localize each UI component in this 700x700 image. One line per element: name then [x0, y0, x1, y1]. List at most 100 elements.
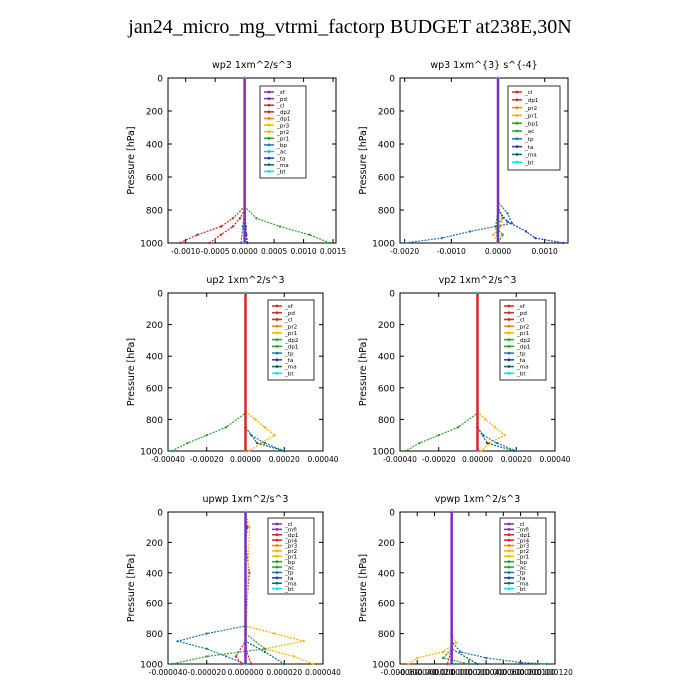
y-tick-label: 1000: [140, 240, 163, 250]
page-title: jan24_micro_mg_vtrmi_factorp BUDGET at23…: [128, 16, 572, 38]
x-tick-label: 0.00020: [501, 455, 532, 464]
y-tick-label: 800: [146, 630, 163, 640]
legend-label: _pd: [276, 97, 287, 103]
legend-label: _ma: [284, 581, 297, 587]
legend-label: _sf: [276, 90, 286, 96]
legend-label: _pr1: [524, 114, 538, 120]
x-tick-label: -0.0020: [390, 247, 419, 256]
legend-marker: [507, 338, 511, 342]
series-point: [416, 656, 419, 660]
y-axis-label: Pressure [hPa]: [358, 126, 369, 194]
series-point: [219, 233, 223, 236]
series-point: [407, 662, 410, 666]
legend-label: _cl: [516, 318, 525, 324]
series-point: [328, 241, 332, 245]
legend-label: _ac: [524, 129, 534, 135]
panel-title: wp2 1xm^2/s^3: [212, 60, 292, 71]
legend-marker: [507, 587, 511, 591]
legend-marker: [507, 365, 511, 368]
series-point: [178, 241, 181, 245]
legend-marker: [507, 318, 511, 321]
panel-title: vpwp 1xm^2/s^3: [435, 494, 521, 505]
legend-label: _ma: [284, 365, 297, 371]
series-point: [246, 526, 249, 529]
legend-marker: [275, 351, 279, 355]
legend-label: _ac: [276, 150, 286, 156]
legend-marker: [507, 324, 511, 328]
panel-title: vp2 1xm^2/s^3: [439, 275, 517, 286]
series-point: [454, 641, 458, 644]
legend-marker: [507, 371, 511, 375]
legend-label: _ta: [516, 576, 525, 582]
legend-marker: [507, 304, 511, 308]
x-tick-label: 0.000060: [485, 668, 521, 677]
legend: _cl_mfl_dp1_pr4_pr3_pr2_pr1_bp_ac_tp_ta_…: [499, 517, 547, 595]
series-point: [205, 647, 208, 650]
series-point: [205, 632, 208, 635]
x-tick-label: 0.00000: [462, 455, 493, 464]
series-point: [248, 526, 251, 529]
series-point: [441, 656, 445, 660]
legend-marker: [267, 136, 271, 140]
legend-marker: [267, 150, 271, 153]
legend-marker: [275, 522, 279, 526]
series-point: [302, 640, 305, 643]
panel-1: wp2 1xm^2/s^3 Pressure [hPa] 0 200 400 600 800…: [126, 60, 346, 256]
panel-6: vpwp 1xm^2/s^3 Pressure [hPa] 0 200 400 600 80…: [358, 494, 573, 677]
legend-label: _pd: [516, 311, 527, 317]
legend-label: _pr1: [516, 331, 530, 337]
legend-label: _ac: [284, 565, 294, 571]
legend-marker: [275, 311, 279, 315]
legend-marker: [507, 533, 511, 537]
y-tick-label: 200: [378, 321, 395, 331]
series-point: [231, 225, 235, 228]
x-tick-label: 0.0005: [261, 247, 287, 256]
legend-marker: [515, 129, 519, 133]
legend-label: _bt: [516, 587, 526, 593]
y-tick-label: 1000: [372, 240, 395, 250]
legend-marker: [267, 123, 271, 127]
x-tick-label: -0.000040: [149, 668, 188, 677]
series-point: [248, 571, 251, 574]
series-point: [231, 217, 235, 220]
y-tick-label: 800: [378, 416, 395, 426]
legend-label: _bt: [524, 160, 534, 166]
series-point: [476, 662, 479, 666]
legend-label: _ac: [516, 565, 526, 571]
panel-title: wp3 1xm^{3} s^{-4}: [430, 60, 537, 71]
legend-label: _pr4: [284, 538, 298, 544]
series-point: [170, 662, 174, 666]
series-line-ma: [244, 293, 285, 452]
x-tick-label: 0.0015: [320, 247, 346, 256]
legend-label: _pr2: [284, 549, 297, 555]
legend-label: _pr2: [516, 549, 529, 555]
legend-label: _cl: [276, 103, 285, 109]
series-point: [186, 441, 189, 445]
y-tick-label: 400: [146, 141, 163, 151]
legend-label: _ma: [516, 365, 529, 371]
series-point: [418, 441, 421, 445]
y-tick-label: 400: [378, 569, 395, 579]
series-point: [292, 655, 296, 658]
legend-label: _ma: [276, 163, 289, 169]
x-tick-label: 0.000080: [503, 668, 539, 677]
series-line-ma: [476, 293, 515, 452]
series-point: [467, 662, 471, 666]
legend-marker: [507, 358, 511, 362]
panel-5: upwp 1xm^2/s^3 Pressure [hPa] 0 200 400 600 80…: [126, 494, 341, 677]
legend-marker: [275, 324, 279, 328]
y-tick-label: 600: [146, 600, 163, 610]
legend-marker: [267, 117, 271, 120]
series-point: [253, 418, 257, 421]
legend-marker: [275, 587, 279, 591]
series-point: [208, 241, 211, 245]
series-point: [238, 217, 242, 220]
panel-4: vp2 1xm^2/s^3 Pressure [hPa] 0 200 400 600 800…: [358, 275, 571, 464]
legend-label: _tp: [516, 571, 526, 577]
legend-label: _pr3: [284, 544, 298, 550]
legend-label: _dp2: [276, 110, 290, 116]
legend-marker: [507, 522, 511, 526]
series-point: [440, 236, 444, 240]
legend-label: _bt: [284, 587, 294, 593]
